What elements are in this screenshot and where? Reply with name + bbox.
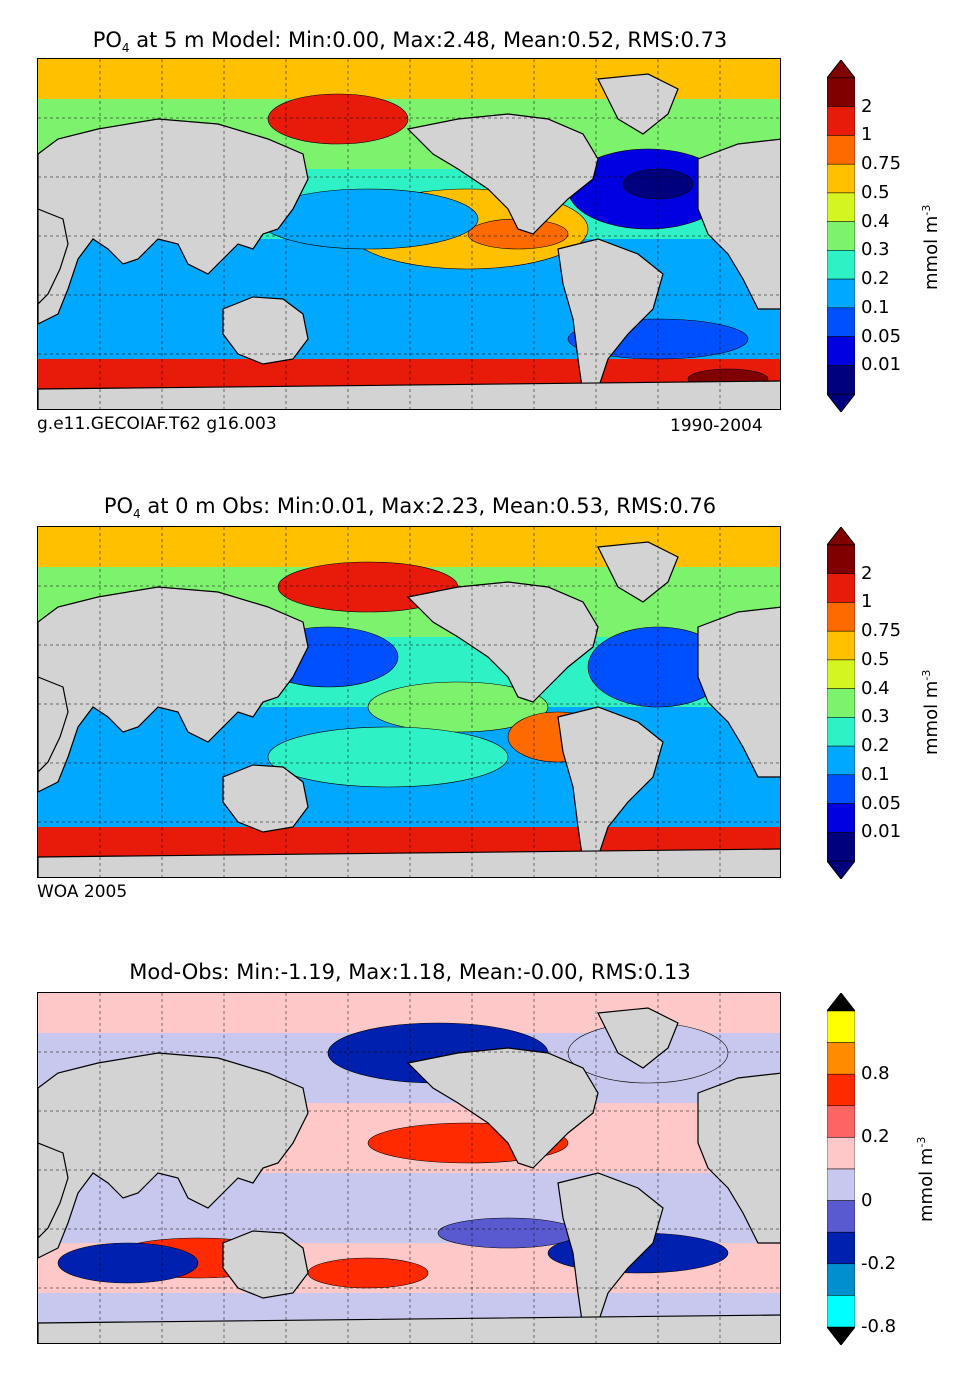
colorbar-swatch [827, 630, 855, 661]
model-run-name: g.e11.GECOIAF.T62 g16.003 [37, 414, 277, 434]
colorbar-tick-label: 0.5 [861, 181, 890, 203]
colorbar-swatch [827, 1200, 855, 1233]
colorbar-swatch [827, 307, 855, 337]
colorbar-swatch [827, 803, 855, 833]
colorbar-tick-label: 0.05 [861, 792, 902, 814]
colorbar-swatch [827, 717, 855, 747]
colorbar-tick-label: 0.75 [861, 620, 902, 642]
colorbar-swatch [827, 688, 855, 718]
colorbar-swatch [827, 1137, 855, 1170]
colorbar-swatch [827, 544, 855, 574]
colorbar-tick-label: 1 [861, 591, 873, 613]
colorbar-tick-label: 1 [861, 124, 873, 146]
diff-panel-title: Mod-Obs: Min:-1.19, Max:1.18, Mean:-0.00… [129, 960, 691, 984]
colorbar-tick-label: 0.01 [861, 354, 902, 376]
colorbar-tick-label: 0.3 [861, 706, 890, 728]
colorbar-tick-label: 0.3 [861, 239, 890, 261]
colorbar-swatch [827, 1168, 855, 1201]
colorbar-swatch [827, 832, 855, 862]
colorbar-tick-label: 0.4 [861, 210, 890, 232]
obs-source-name: WOA 2005 [37, 882, 128, 902]
colorbar-tick-label: 0.2 [861, 268, 890, 290]
colorbar-tick-label: -0.8 [861, 1316, 897, 1337]
colorbar-swatch [827, 1073, 855, 1107]
colorbar-swatch [827, 745, 855, 776]
colorbar-tick-label: 0.1 [861, 296, 890, 318]
colorbar-swatch [827, 163, 855, 194]
colorbar-tick-label: 2 [861, 562, 873, 584]
obs-panel-title: PO4 at 0 m Obs: Min:0.01, Max:2.23, Mean… [103, 494, 717, 522]
colorbar-swatch [827, 77, 855, 107]
colorbar-swatch [827, 1010, 855, 1043]
model-years: 1990-2004 [670, 416, 763, 436]
colorbar-swatch [827, 278, 855, 309]
colorbar-swatch [827, 1042, 855, 1075]
colorbar-swatch [827, 365, 855, 395]
diff-po4-map [37, 992, 781, 1344]
colorbar-tick-label: 0.2 [861, 735, 890, 757]
colorbar-swatch [827, 602, 855, 632]
obs-colorbar-unit: mmol m-3 [920, 669, 942, 755]
colorbar-swatch [827, 659, 855, 689]
colorbar-tick-label: 0.01 [861, 821, 902, 843]
colorbar-tick-label: 0.2 [861, 1126, 890, 1148]
colorbar-swatch [827, 135, 855, 165]
colorbar-tick-label: 0.4 [861, 677, 890, 699]
colorbar-tick-label: 0.75 [861, 153, 902, 175]
colorbar-swatch [827, 573, 855, 603]
colorbar-swatch [827, 1263, 855, 1296]
colorbar-tick-label: 0.5 [861, 648, 890, 670]
colorbar-tick-label: 0.1 [861, 763, 890, 785]
colorbar-swatch [827, 1295, 855, 1328]
colorbar-tick-label: 2 [861, 95, 873, 117]
colorbar-swatch [827, 1105, 855, 1138]
obs-po4-map [37, 526, 781, 878]
colorbar-swatch [827, 250, 855, 280]
colorbar-swatch [827, 1231, 855, 1265]
colorbar-tick-label: 0 [861, 1189, 873, 1211]
diff-colorbar [827, 993, 855, 1345]
colorbar-swatch [827, 106, 855, 136]
colorbar-swatch [827, 336, 855, 366]
colorbar-swatch [827, 192, 855, 222]
model-panel-title: PO4 at 5 m Model: Min:0.00, Max:2.48, Me… [92, 28, 728, 56]
diff-colorbar-unit: mmol m-3 [915, 1136, 937, 1222]
model-po4-map [37, 58, 781, 410]
colorbar-swatch [827, 774, 855, 804]
colorbar-tick-label: 0.8 [861, 1063, 890, 1085]
obs-colorbar [827, 527, 855, 879]
colorbar-tick-label: -0.2 [861, 1252, 897, 1274]
model-colorbar-unit: mmol m-3 [920, 204, 942, 290]
colorbar-swatch [827, 221, 855, 251]
model-colorbar [827, 60, 855, 412]
colorbar-tick-label: 0.05 [861, 325, 902, 347]
